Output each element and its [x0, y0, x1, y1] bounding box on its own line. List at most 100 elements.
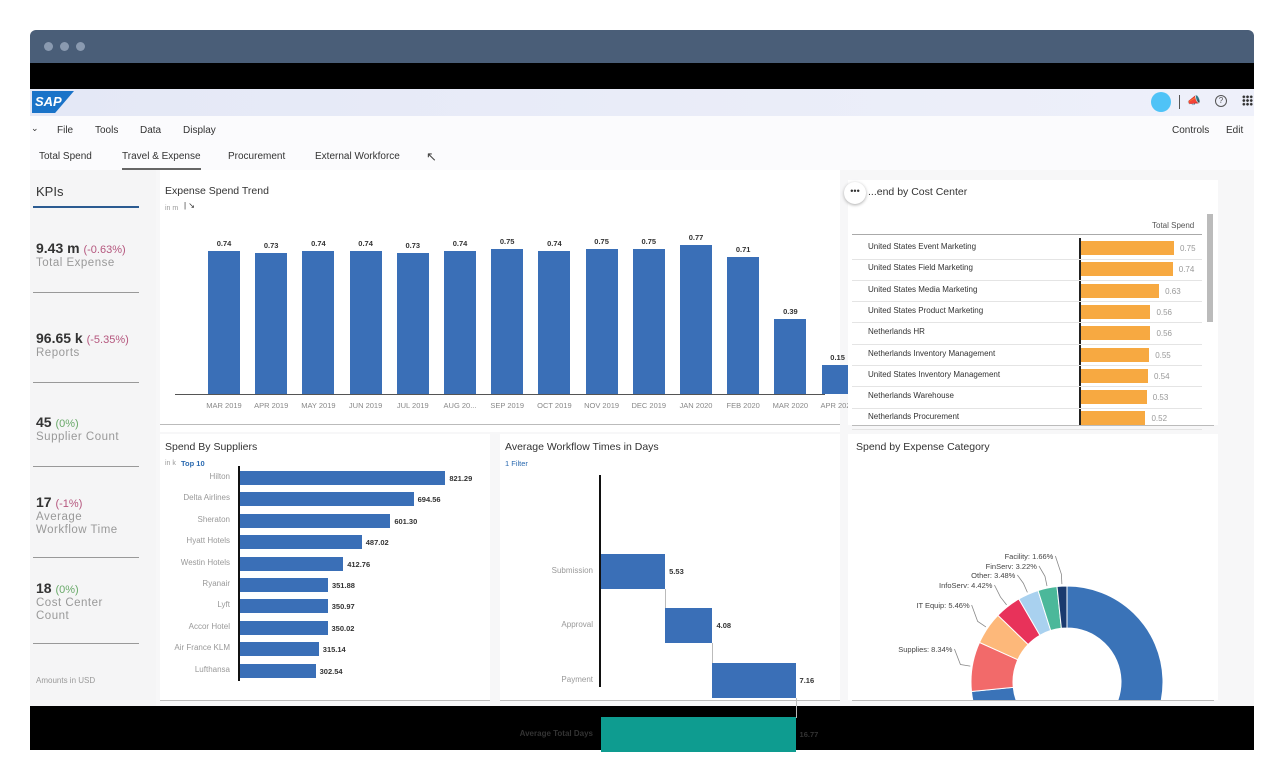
supplier-name: Air France KLM	[174, 643, 230, 653]
supplier-bar[interactable]	[240, 492, 414, 507]
trend-bar[interactable]	[349, 251, 382, 394]
cost-center-name[interactable]: Netherlands Procurement	[868, 412, 960, 422]
chart-title: Expense Spend Trend	[165, 185, 269, 197]
drill-icon[interactable]: | ↘	[184, 201, 196, 210]
cost-center-bar[interactable]	[1081, 326, 1151, 341]
supplier-bar[interactable]	[240, 599, 328, 614]
supplier-name: Hilton	[209, 472, 230, 481]
x-tick-label: NOV 2019	[584, 401, 620, 410]
bar-value-label: 350.97	[331, 602, 355, 612]
cost-center-name[interactable]: Netherlands HR	[868, 327, 925, 337]
supplier-bar[interactable]	[240, 535, 362, 550]
cost-center-bar[interactable]	[1081, 304, 1151, 319]
kpi-delta: (0%)	[55, 418, 79, 430]
cost-center-bar[interactable]	[1081, 241, 1174, 255]
chevron-down-icon[interactable]: ⌄	[31, 123, 39, 133]
scrollbar[interactable]	[1207, 214, 1213, 322]
divider	[852, 700, 1214, 701]
cost-center-name[interactable]: Netherlands Inventory Management	[868, 348, 996, 358]
supplier-bar[interactable]	[240, 578, 328, 592]
kpi-value-4[interactable]: 18 (0%)	[36, 580, 79, 596]
leader-line	[954, 648, 971, 667]
supplier-bar[interactable]	[240, 663, 316, 678]
workflow-bar[interactable]	[712, 663, 796, 698]
supplier-name: Hyatt Hotels	[186, 536, 230, 546]
supplier-bar[interactable]	[240, 556, 344, 571]
trend-bar[interactable]	[632, 249, 665, 394]
trend-bar[interactable]	[302, 251, 335, 394]
cost-center-name[interactable]: United States Field Marketing	[868, 263, 973, 273]
bar-value-label: 0.55	[1155, 350, 1171, 360]
cost-center-name[interactable]: United States Media Marketing	[868, 284, 978, 294]
tab-external-workforce[interactable]: External Workforce	[315, 151, 400, 162]
x-tick-label: JAN 2020	[679, 401, 713, 410]
kpi-value-2[interactable]: 45 (0%)	[36, 414, 79, 430]
cost-center-bar[interactable]	[1081, 368, 1148, 383]
supplier-bar[interactable]	[240, 620, 328, 635]
tab-procurement[interactable]: Procurement	[228, 151, 286, 162]
bar-value-label: 350.02	[331, 623, 355, 633]
kpi-value-0[interactable]: 9.43 m (-0.63%)	[36, 240, 126, 256]
trend-bar[interactable]	[680, 245, 712, 394]
divider	[160, 424, 840, 425]
cost-center-bar[interactable]	[1081, 390, 1147, 405]
megaphone-icon[interactable]: 📣	[1187, 95, 1201, 107]
bar-value-label: 0.73	[263, 241, 279, 251]
menu-display[interactable]: Display	[183, 125, 216, 136]
workflow-bar[interactable]	[665, 608, 713, 643]
trend-bar[interactable]	[727, 256, 760, 394]
expense-category-donut: Travel: 73.42%Supplies: 8.34%IT Equip: 5…	[898, 552, 1164, 700]
cost-center-bar[interactable]	[1081, 262, 1173, 277]
trend-bar[interactable]	[208, 251, 240, 394]
kpi-value: 18	[36, 580, 52, 596]
trend-bar[interactable]	[491, 249, 524, 394]
workflow-panel: Average Workflow Times in Days 1 Filter …	[500, 434, 840, 752]
avatar[interactable]	[1151, 92, 1171, 112]
cost-center-bar[interactable]	[1081, 283, 1160, 298]
trend-bar[interactable]	[396, 253, 429, 394]
cost-center-bar[interactable]	[1081, 347, 1150, 362]
controls-button[interactable]: Controls	[1172, 125, 1210, 136]
workflow-bar[interactable]	[601, 717, 796, 752]
sap-logo[interactable]: SAP	[32, 91, 74, 113]
grid-icon[interactable]	[1242, 95, 1253, 106]
connector-line	[665, 589, 667, 609]
help-icon[interactable]: ?	[1215, 95, 1227, 107]
kpi-value-1[interactable]: 96.65 k (-5.35%)	[36, 330, 129, 346]
trend-bar[interactable]	[444, 251, 476, 394]
menu-tools[interactable]: Tools	[95, 125, 119, 136]
bar-value-label: 0.63	[1165, 286, 1181, 296]
kpi-title-underline	[33, 206, 139, 208]
cost-center-name[interactable]: United States Inventory Management	[868, 369, 1001, 379]
filter-top10[interactable]: Top 10	[181, 459, 205, 468]
cost-center-name[interactable]: United States Product Marketing	[868, 305, 984, 315]
menu-file[interactable]: File	[57, 125, 74, 136]
menu-data[interactable]: Data	[140, 125, 162, 136]
bar-value-label: 0.77	[688, 233, 704, 243]
trend-bar[interactable]	[585, 249, 618, 394]
donut-slice-travel[interactable]	[970, 585, 1164, 700]
cost-center-name[interactable]: United States Event Marketing	[868, 242, 977, 251]
edit-button[interactable]: Edit	[1226, 125, 1244, 136]
bar-value-label: 0.74	[358, 239, 373, 249]
donut-slice-facility[interactable]	[1056, 585, 1068, 629]
bar-value-label: 0.75	[641, 237, 657, 247]
slice-label: FinServ: 3.22%	[986, 562, 1038, 571]
bar-value-label: 0.15	[830, 353, 845, 363]
tab-travel-expense[interactable]: Travel & Expense	[122, 151, 201, 170]
filter-link[interactable]: 1 Filter	[505, 459, 528, 468]
supplier-bar[interactable]	[240, 471, 446, 485]
more-options-icon[interactable]: •••	[844, 182, 866, 204]
workflow-bar[interactable]	[601, 554, 666, 589]
slice-label: Other: 3.48%	[971, 571, 1016, 580]
cost-center-bar[interactable]	[1081, 411, 1146, 426]
tab-total-spend[interactable]: Total Spend	[39, 151, 92, 162]
supplier-bar[interactable]	[240, 513, 391, 528]
browser-titlebar	[30, 30, 1254, 63]
trend-bar[interactable]	[538, 251, 571, 394]
kpi-value-3[interactable]: 17 (-1%)	[36, 494, 82, 510]
cost-center-name[interactable]: Netherlands Warehouse	[868, 391, 954, 401]
supplier-bar[interactable]	[240, 642, 319, 657]
trend-bar[interactable]	[255, 253, 288, 394]
trend-bar[interactable]	[774, 318, 807, 394]
